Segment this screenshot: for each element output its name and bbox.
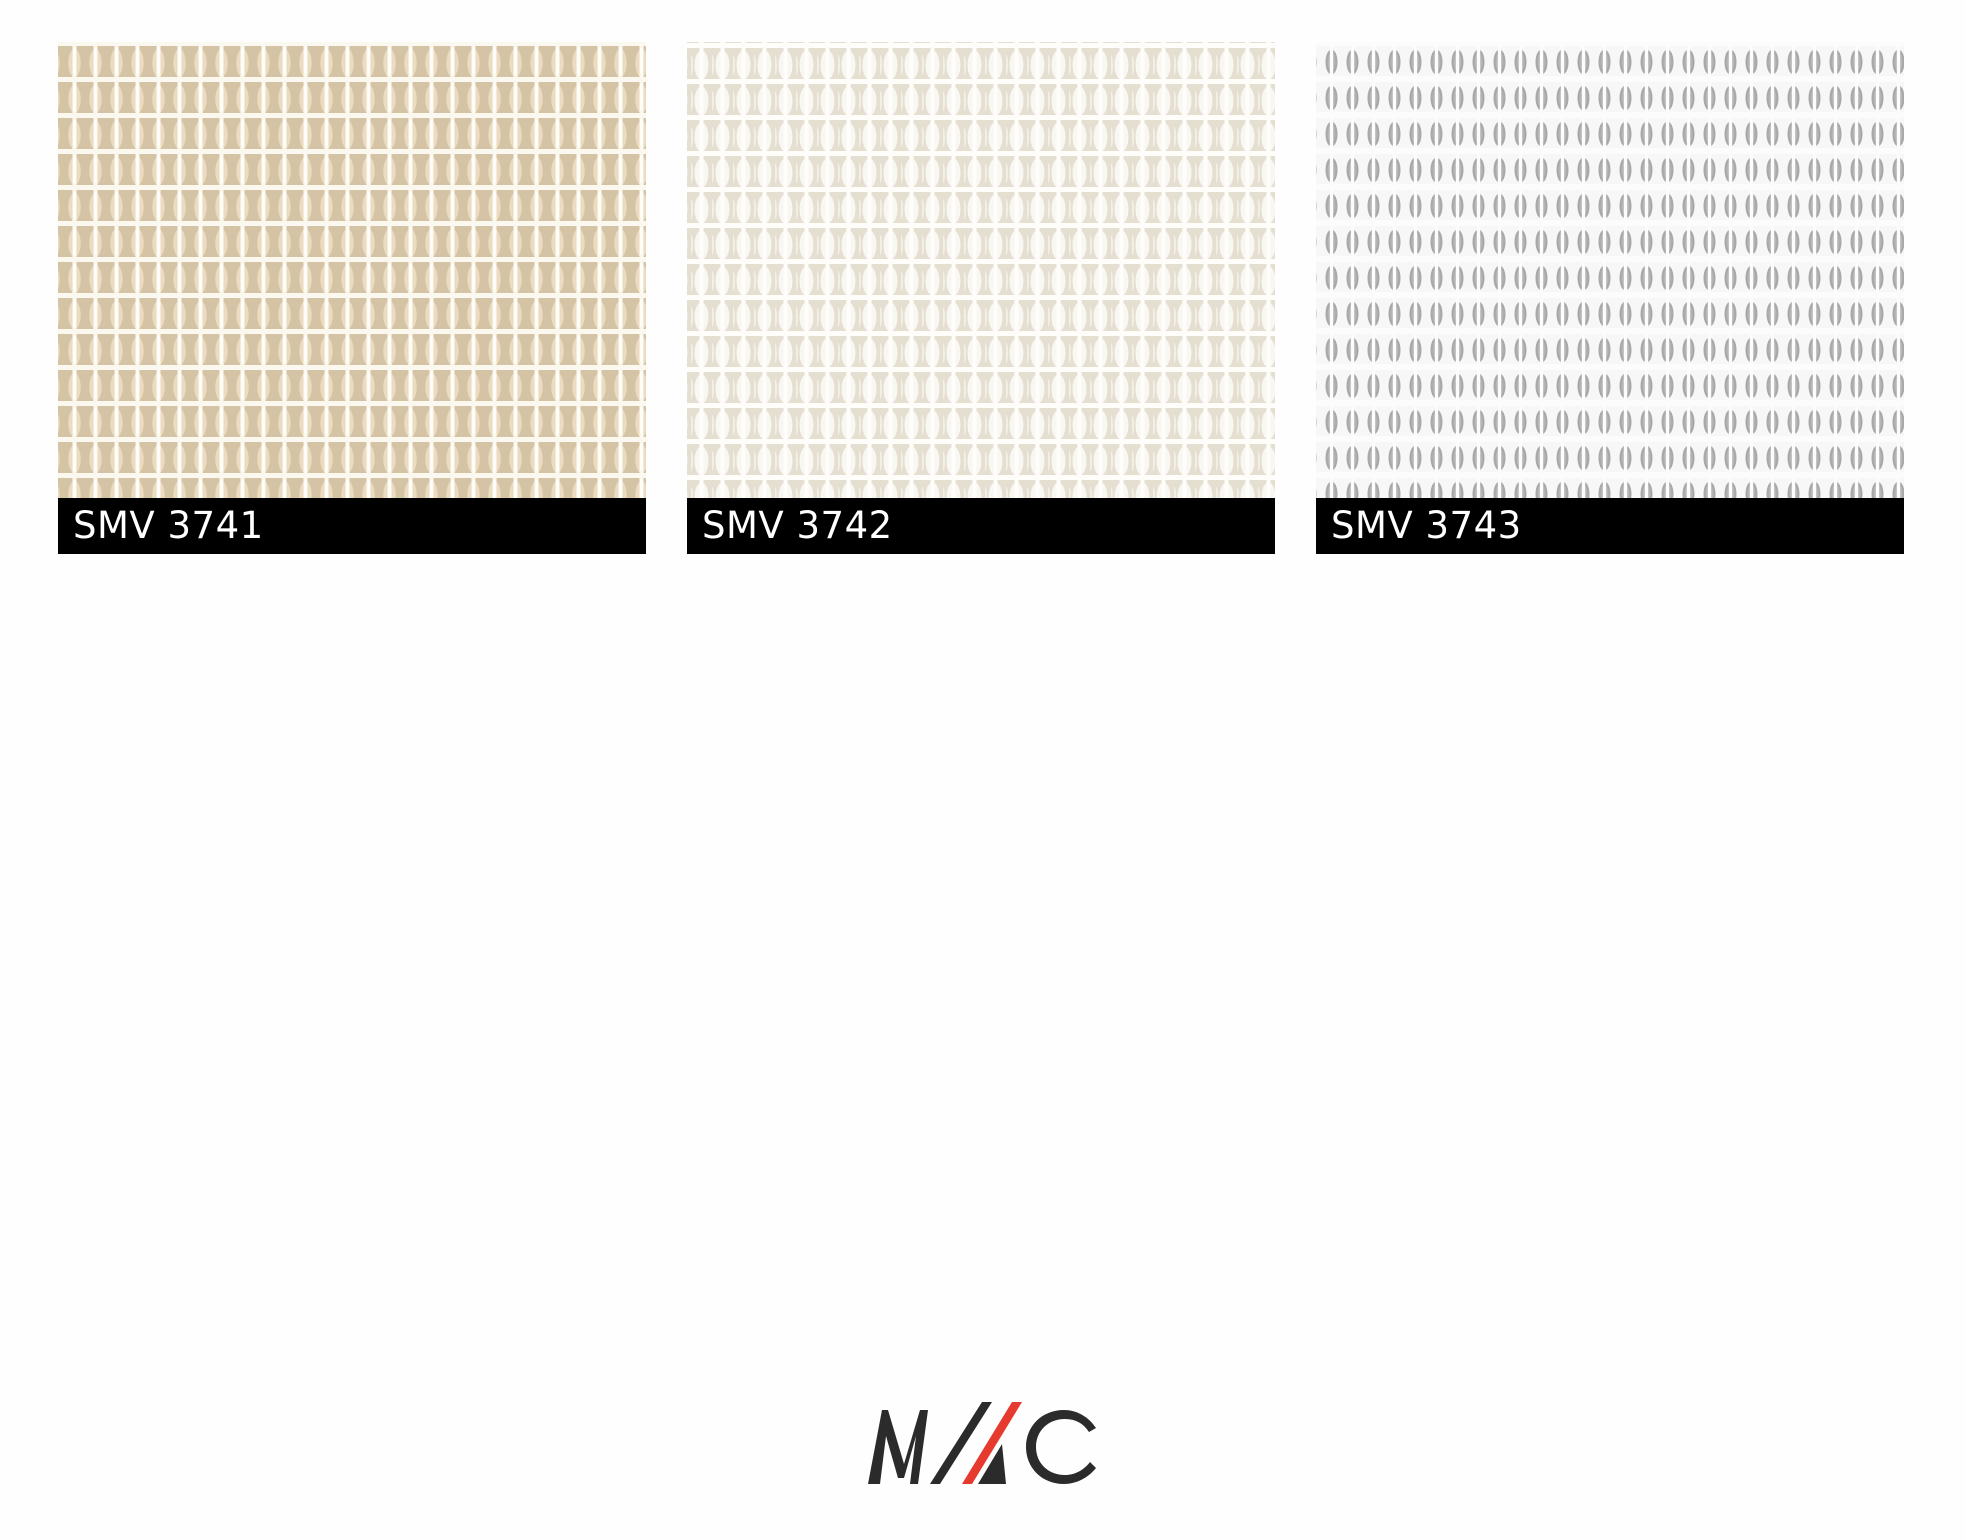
fabric-swatch-smv-3742: SMV 3742: [687, 42, 1275, 554]
swatch-label: SMV 3742: [687, 498, 1275, 554]
mac-logo: [866, 1392, 1098, 1488]
fabric-texture-image: [58, 42, 646, 498]
fabric-swatch-smv-3743: SMV 3743: [1316, 42, 1904, 554]
swatch-label: SMV 3741: [58, 498, 646, 554]
fabric-texture-image: [687, 42, 1275, 498]
fabric-texture-image: [1316, 42, 1904, 498]
swatch-label: SMV 3743: [1316, 498, 1904, 554]
fabric-swatch-smv-3741: SMV 3741: [58, 42, 646, 554]
